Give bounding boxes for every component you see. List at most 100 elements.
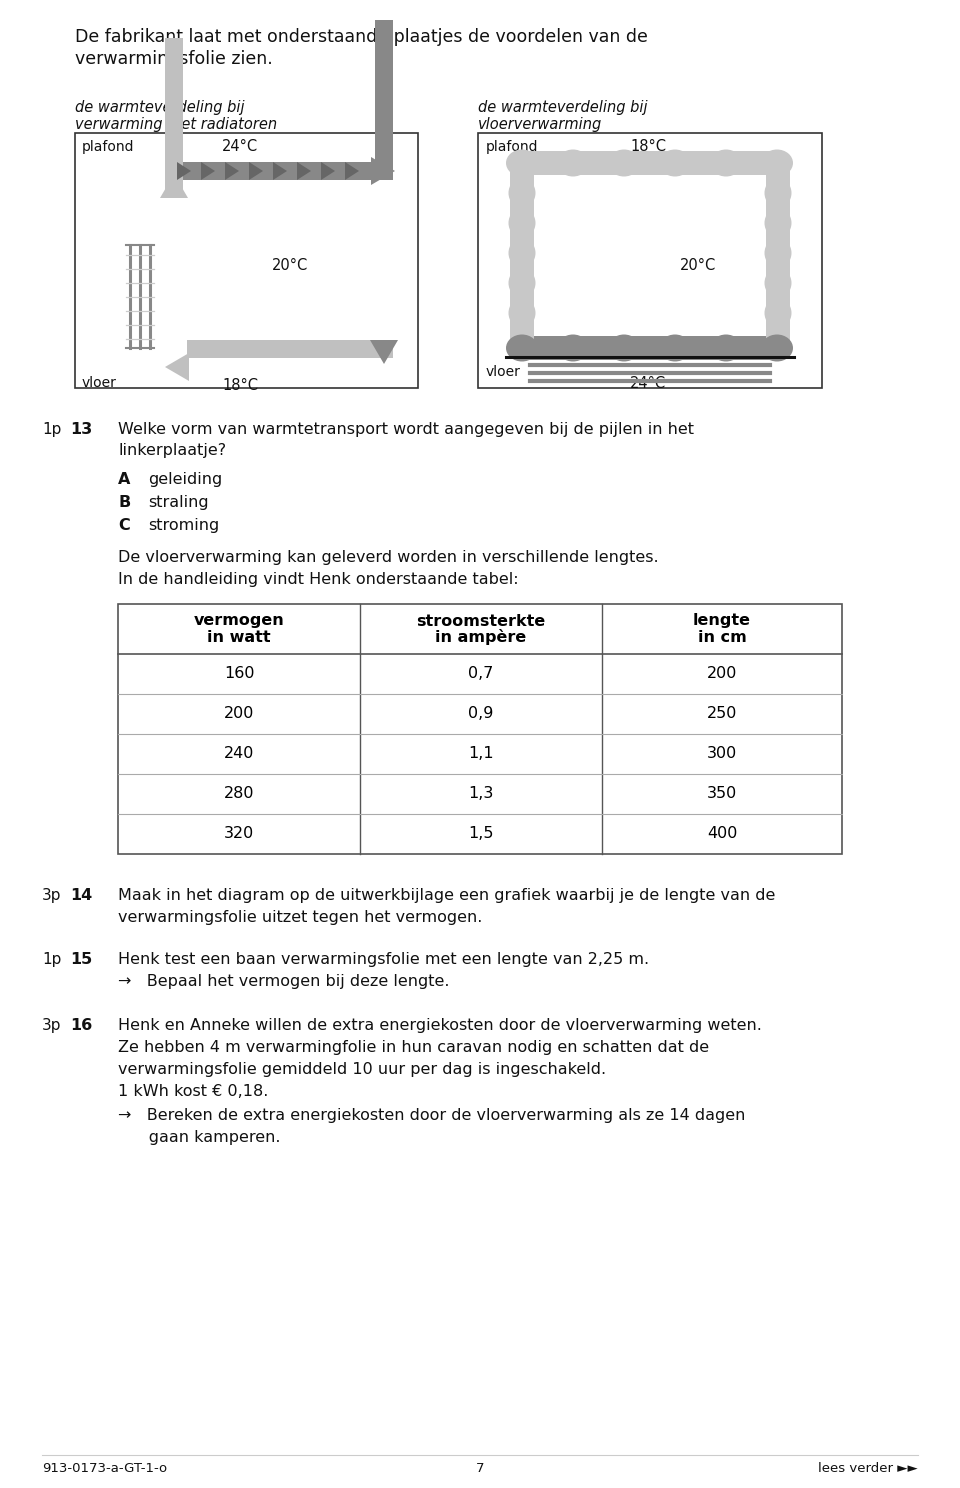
Text: stroomsterkte: stroomsterkte <box>417 613 545 628</box>
Text: Welke vorm van warmtetransport wordt aangegeven bij de pijlen in het: Welke vorm van warmtetransport wordt aan… <box>118 423 694 437</box>
Ellipse shape <box>608 149 640 177</box>
Bar <box>165 162 371 180</box>
Text: de warmteverdeling bij: de warmteverdeling bij <box>478 100 648 115</box>
FancyArrow shape <box>160 174 188 198</box>
Text: 18°C: 18°C <box>222 378 258 393</box>
Text: 16: 16 <box>70 1018 92 1033</box>
Text: vloer: vloer <box>486 365 521 379</box>
Text: 24°C: 24°C <box>630 376 666 391</box>
Text: 15: 15 <box>70 952 92 967</box>
Text: 0,9: 0,9 <box>468 707 493 722</box>
Text: Henk en Anneke willen de extra energiekosten door de vloerverwarming weten.: Henk en Anneke willen de extra energieko… <box>118 1018 762 1033</box>
Text: 200: 200 <box>224 707 254 722</box>
Text: →   Bereken de extra energiekosten door de vloerverwarming als ze 14 dagen: → Bereken de extra energiekosten door de… <box>118 1109 745 1123</box>
Text: 250: 250 <box>707 707 737 722</box>
Bar <box>510 164 534 348</box>
Text: 1,3: 1,3 <box>468 787 493 802</box>
Polygon shape <box>249 162 263 180</box>
FancyArrow shape <box>371 158 395 185</box>
Bar <box>766 164 790 348</box>
Ellipse shape <box>509 268 536 298</box>
Text: 913-0173-a-GT-1-o: 913-0173-a-GT-1-o <box>42 1463 167 1475</box>
Text: stroming: stroming <box>148 518 219 533</box>
Text: gaan kamperen.: gaan kamperen. <box>118 1129 280 1144</box>
Text: A: A <box>118 472 131 487</box>
Text: 20°C: 20°C <box>680 257 716 272</box>
Ellipse shape <box>557 149 589 177</box>
Text: 320: 320 <box>224 826 254 842</box>
Text: 18°C: 18°C <box>630 138 666 153</box>
Ellipse shape <box>509 238 536 268</box>
Text: 3p: 3p <box>42 888 61 903</box>
Polygon shape <box>321 162 335 180</box>
Ellipse shape <box>506 149 538 177</box>
Text: verwarmingsfolie uitzet tegen het vermogen.: verwarmingsfolie uitzet tegen het vermog… <box>118 911 482 926</box>
Text: 1,1: 1,1 <box>468 747 493 762</box>
Polygon shape <box>177 162 191 180</box>
Ellipse shape <box>761 335 793 362</box>
Text: B: B <box>118 496 131 510</box>
Text: 1p: 1p <box>42 952 61 967</box>
Ellipse shape <box>509 179 536 208</box>
Text: straling: straling <box>148 496 208 510</box>
Ellipse shape <box>710 335 742 362</box>
Text: verwarmingsfolie zien.: verwarmingsfolie zien. <box>75 51 273 68</box>
Text: plafond: plafond <box>486 140 539 153</box>
Text: De fabrikant laat met onderstaande plaatjes de voordelen van de: De fabrikant laat met onderstaande plaat… <box>75 28 648 46</box>
Ellipse shape <box>764 298 791 327</box>
Text: Maak in het diagram op de uitwerkbijlage een grafiek waarbij je de lengte van de: Maak in het diagram op de uitwerkbijlage… <box>118 888 776 903</box>
Text: In de handleiding vindt Henk onderstaande tabel:: In de handleiding vindt Henk onderstaand… <box>118 571 518 586</box>
Ellipse shape <box>608 335 640 362</box>
Text: C: C <box>118 518 130 533</box>
Text: Henk test een baan verwarmingsfolie met een lengte van 2,25 m.: Henk test een baan verwarmingsfolie met … <box>118 952 649 967</box>
Bar <box>478 132 822 388</box>
Text: lengte: lengte <box>693 613 751 628</box>
Ellipse shape <box>764 179 791 208</box>
Polygon shape <box>297 162 311 180</box>
Text: 300: 300 <box>707 747 737 762</box>
Ellipse shape <box>659 149 691 177</box>
Ellipse shape <box>506 335 538 362</box>
Text: vermogen: vermogen <box>194 613 284 628</box>
Ellipse shape <box>764 268 791 298</box>
Text: geleiding: geleiding <box>148 472 223 487</box>
Bar <box>118 604 842 854</box>
Text: in watt: in watt <box>207 629 271 644</box>
Polygon shape <box>201 162 215 180</box>
Text: 1 kWh kost € 0,18.: 1 kWh kost € 0,18. <box>118 1083 269 1100</box>
Bar <box>75 132 418 388</box>
Bar <box>522 150 778 176</box>
Ellipse shape <box>509 298 536 327</box>
Text: Ze hebben 4 m verwarmingfolie in hun caravan nodig en schatten dat de: Ze hebben 4 m verwarmingfolie in hun car… <box>118 1040 709 1055</box>
Text: lees verder ►►: lees verder ►► <box>818 1463 918 1475</box>
Text: 350: 350 <box>707 787 737 802</box>
Ellipse shape <box>764 208 791 238</box>
Text: 20°C: 20°C <box>272 257 308 272</box>
Ellipse shape <box>710 149 742 177</box>
Ellipse shape <box>659 335 691 362</box>
Text: 160: 160 <box>224 667 254 682</box>
Text: 13: 13 <box>70 423 92 437</box>
Text: 240: 240 <box>224 747 254 762</box>
Text: 14: 14 <box>70 888 92 903</box>
Text: verwarming met radiatoren: verwarming met radiatoren <box>75 118 277 132</box>
Text: 1p: 1p <box>42 423 61 437</box>
Text: plafond: plafond <box>82 140 134 153</box>
Text: in cm: in cm <box>698 629 746 644</box>
Text: 7: 7 <box>476 1463 484 1475</box>
Text: vloer: vloer <box>82 376 117 390</box>
Text: 24°C: 24°C <box>222 138 258 153</box>
Polygon shape <box>273 162 287 180</box>
Text: 3p: 3p <box>42 1018 61 1033</box>
Text: de warmteverdeling bij: de warmteverdeling bij <box>75 100 245 115</box>
Bar <box>165 39 183 198</box>
Ellipse shape <box>761 149 793 177</box>
FancyArrow shape <box>370 339 398 365</box>
Text: 400: 400 <box>707 826 737 842</box>
Text: →   Bepaal het vermogen bij deze lengte.: → Bepaal het vermogen bij deze lengte. <box>118 975 449 990</box>
Ellipse shape <box>764 238 791 268</box>
FancyArrow shape <box>165 353 189 381</box>
Text: 280: 280 <box>224 787 254 802</box>
Text: 200: 200 <box>707 667 737 682</box>
Text: linkerplaatje?: linkerplaatje? <box>118 443 227 458</box>
